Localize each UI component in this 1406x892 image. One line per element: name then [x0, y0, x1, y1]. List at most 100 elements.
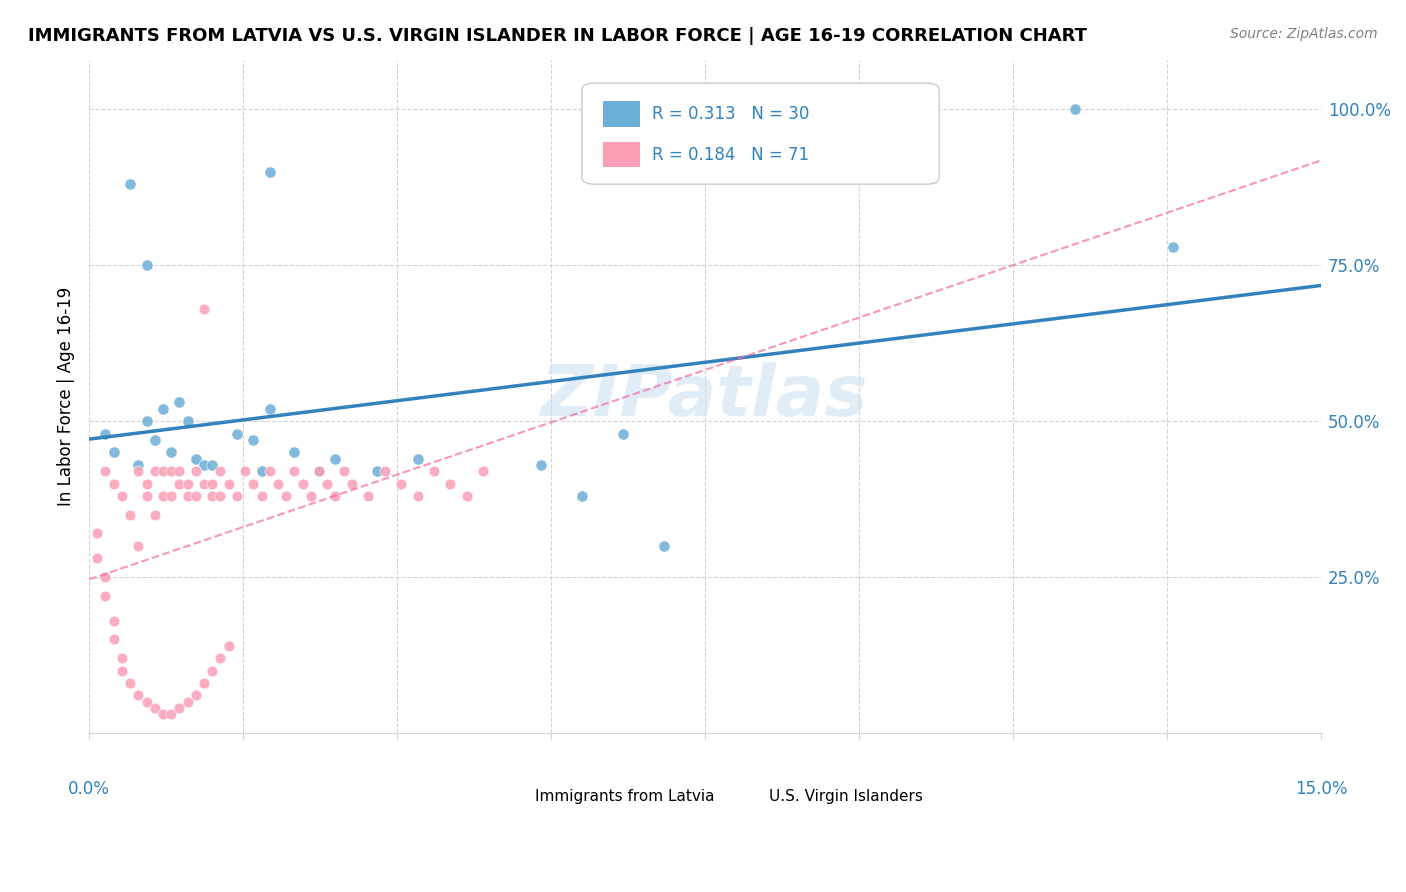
- Point: [143, 701, 166, 715]
- Point: [94, 570, 117, 584]
- Text: R = 0.313   N = 30: R = 0.313 N = 30: [652, 105, 810, 123]
- Point: [120, 178, 142, 192]
- Point: [169, 395, 191, 409]
- Point: [267, 476, 290, 491]
- Point: [143, 508, 166, 522]
- Point: [184, 489, 207, 503]
- Point: [259, 401, 281, 416]
- Point: [120, 508, 142, 522]
- Point: [201, 489, 224, 503]
- Point: [332, 464, 354, 478]
- Text: 15.0%: 15.0%: [1295, 780, 1347, 798]
- Point: [127, 464, 149, 478]
- Point: [250, 489, 273, 503]
- Point: [103, 476, 125, 491]
- Point: [127, 539, 149, 553]
- Point: [135, 489, 157, 503]
- Point: [143, 464, 166, 478]
- Point: [423, 464, 446, 478]
- Point: [209, 651, 232, 665]
- Point: [652, 539, 675, 553]
- Point: [225, 426, 247, 441]
- Point: [169, 464, 191, 478]
- Point: [242, 433, 264, 447]
- Point: [111, 489, 134, 503]
- Point: [374, 464, 396, 478]
- Point: [225, 489, 247, 503]
- Point: [366, 464, 388, 478]
- Point: [152, 401, 174, 416]
- Point: [242, 476, 264, 491]
- Point: [152, 489, 174, 503]
- Text: IMMIGRANTS FROM LATVIA VS U.S. VIRGIN ISLANDER IN LABOR FORCE | AGE 16-19 CORREL: IMMIGRANTS FROM LATVIA VS U.S. VIRGIN IS…: [28, 27, 1087, 45]
- Point: [209, 489, 232, 503]
- Point: [209, 464, 232, 478]
- Point: [94, 426, 117, 441]
- Point: [152, 707, 174, 722]
- Point: [127, 458, 149, 472]
- Point: [160, 707, 183, 722]
- Point: [94, 464, 117, 478]
- Point: [135, 414, 157, 428]
- Point: [103, 632, 125, 647]
- Point: [389, 476, 412, 491]
- Point: [184, 451, 207, 466]
- Point: [439, 476, 461, 491]
- Point: [612, 426, 634, 441]
- Point: [103, 614, 125, 628]
- Point: [406, 489, 429, 503]
- Point: [135, 258, 157, 272]
- FancyBboxPatch shape: [730, 787, 761, 808]
- FancyBboxPatch shape: [496, 787, 526, 808]
- Point: [86, 551, 108, 566]
- Point: [193, 476, 215, 491]
- Y-axis label: In Labor Force | Age 16-19: In Labor Force | Age 16-19: [58, 286, 75, 506]
- Point: [308, 464, 330, 478]
- FancyBboxPatch shape: [582, 83, 939, 184]
- Point: [308, 464, 330, 478]
- Point: [135, 476, 157, 491]
- Point: [1161, 239, 1184, 253]
- Point: [176, 414, 198, 428]
- Point: [456, 489, 478, 503]
- Point: [86, 526, 108, 541]
- Point: [340, 476, 363, 491]
- Point: [472, 464, 495, 478]
- Point: [160, 489, 183, 503]
- Point: [184, 464, 207, 478]
- Point: [316, 476, 339, 491]
- Point: [152, 464, 174, 478]
- Point: [259, 464, 281, 478]
- Point: [111, 664, 134, 678]
- Point: [218, 639, 240, 653]
- Text: Source: ZipAtlas.com: Source: ZipAtlas.com: [1230, 27, 1378, 41]
- Point: [571, 489, 593, 503]
- Point: [103, 445, 125, 459]
- Point: [201, 664, 224, 678]
- Point: [176, 695, 198, 709]
- Point: [325, 451, 347, 466]
- FancyBboxPatch shape: [603, 142, 640, 168]
- Point: [111, 651, 134, 665]
- Point: [283, 464, 305, 478]
- Point: [169, 476, 191, 491]
- Point: [291, 476, 314, 491]
- Point: [193, 676, 215, 690]
- Point: [176, 476, 198, 491]
- Point: [233, 464, 256, 478]
- Point: [143, 433, 166, 447]
- Point: [530, 458, 553, 472]
- Point: [357, 489, 380, 503]
- Point: [160, 464, 183, 478]
- Point: [135, 695, 157, 709]
- Text: ZIPatlas: ZIPatlas: [541, 362, 869, 431]
- Point: [160, 445, 183, 459]
- Point: [176, 489, 198, 503]
- Text: 0.0%: 0.0%: [67, 780, 110, 798]
- Point: [325, 489, 347, 503]
- Point: [250, 464, 273, 478]
- Point: [127, 689, 149, 703]
- Point: [259, 165, 281, 179]
- Point: [1063, 103, 1085, 117]
- Point: [94, 589, 117, 603]
